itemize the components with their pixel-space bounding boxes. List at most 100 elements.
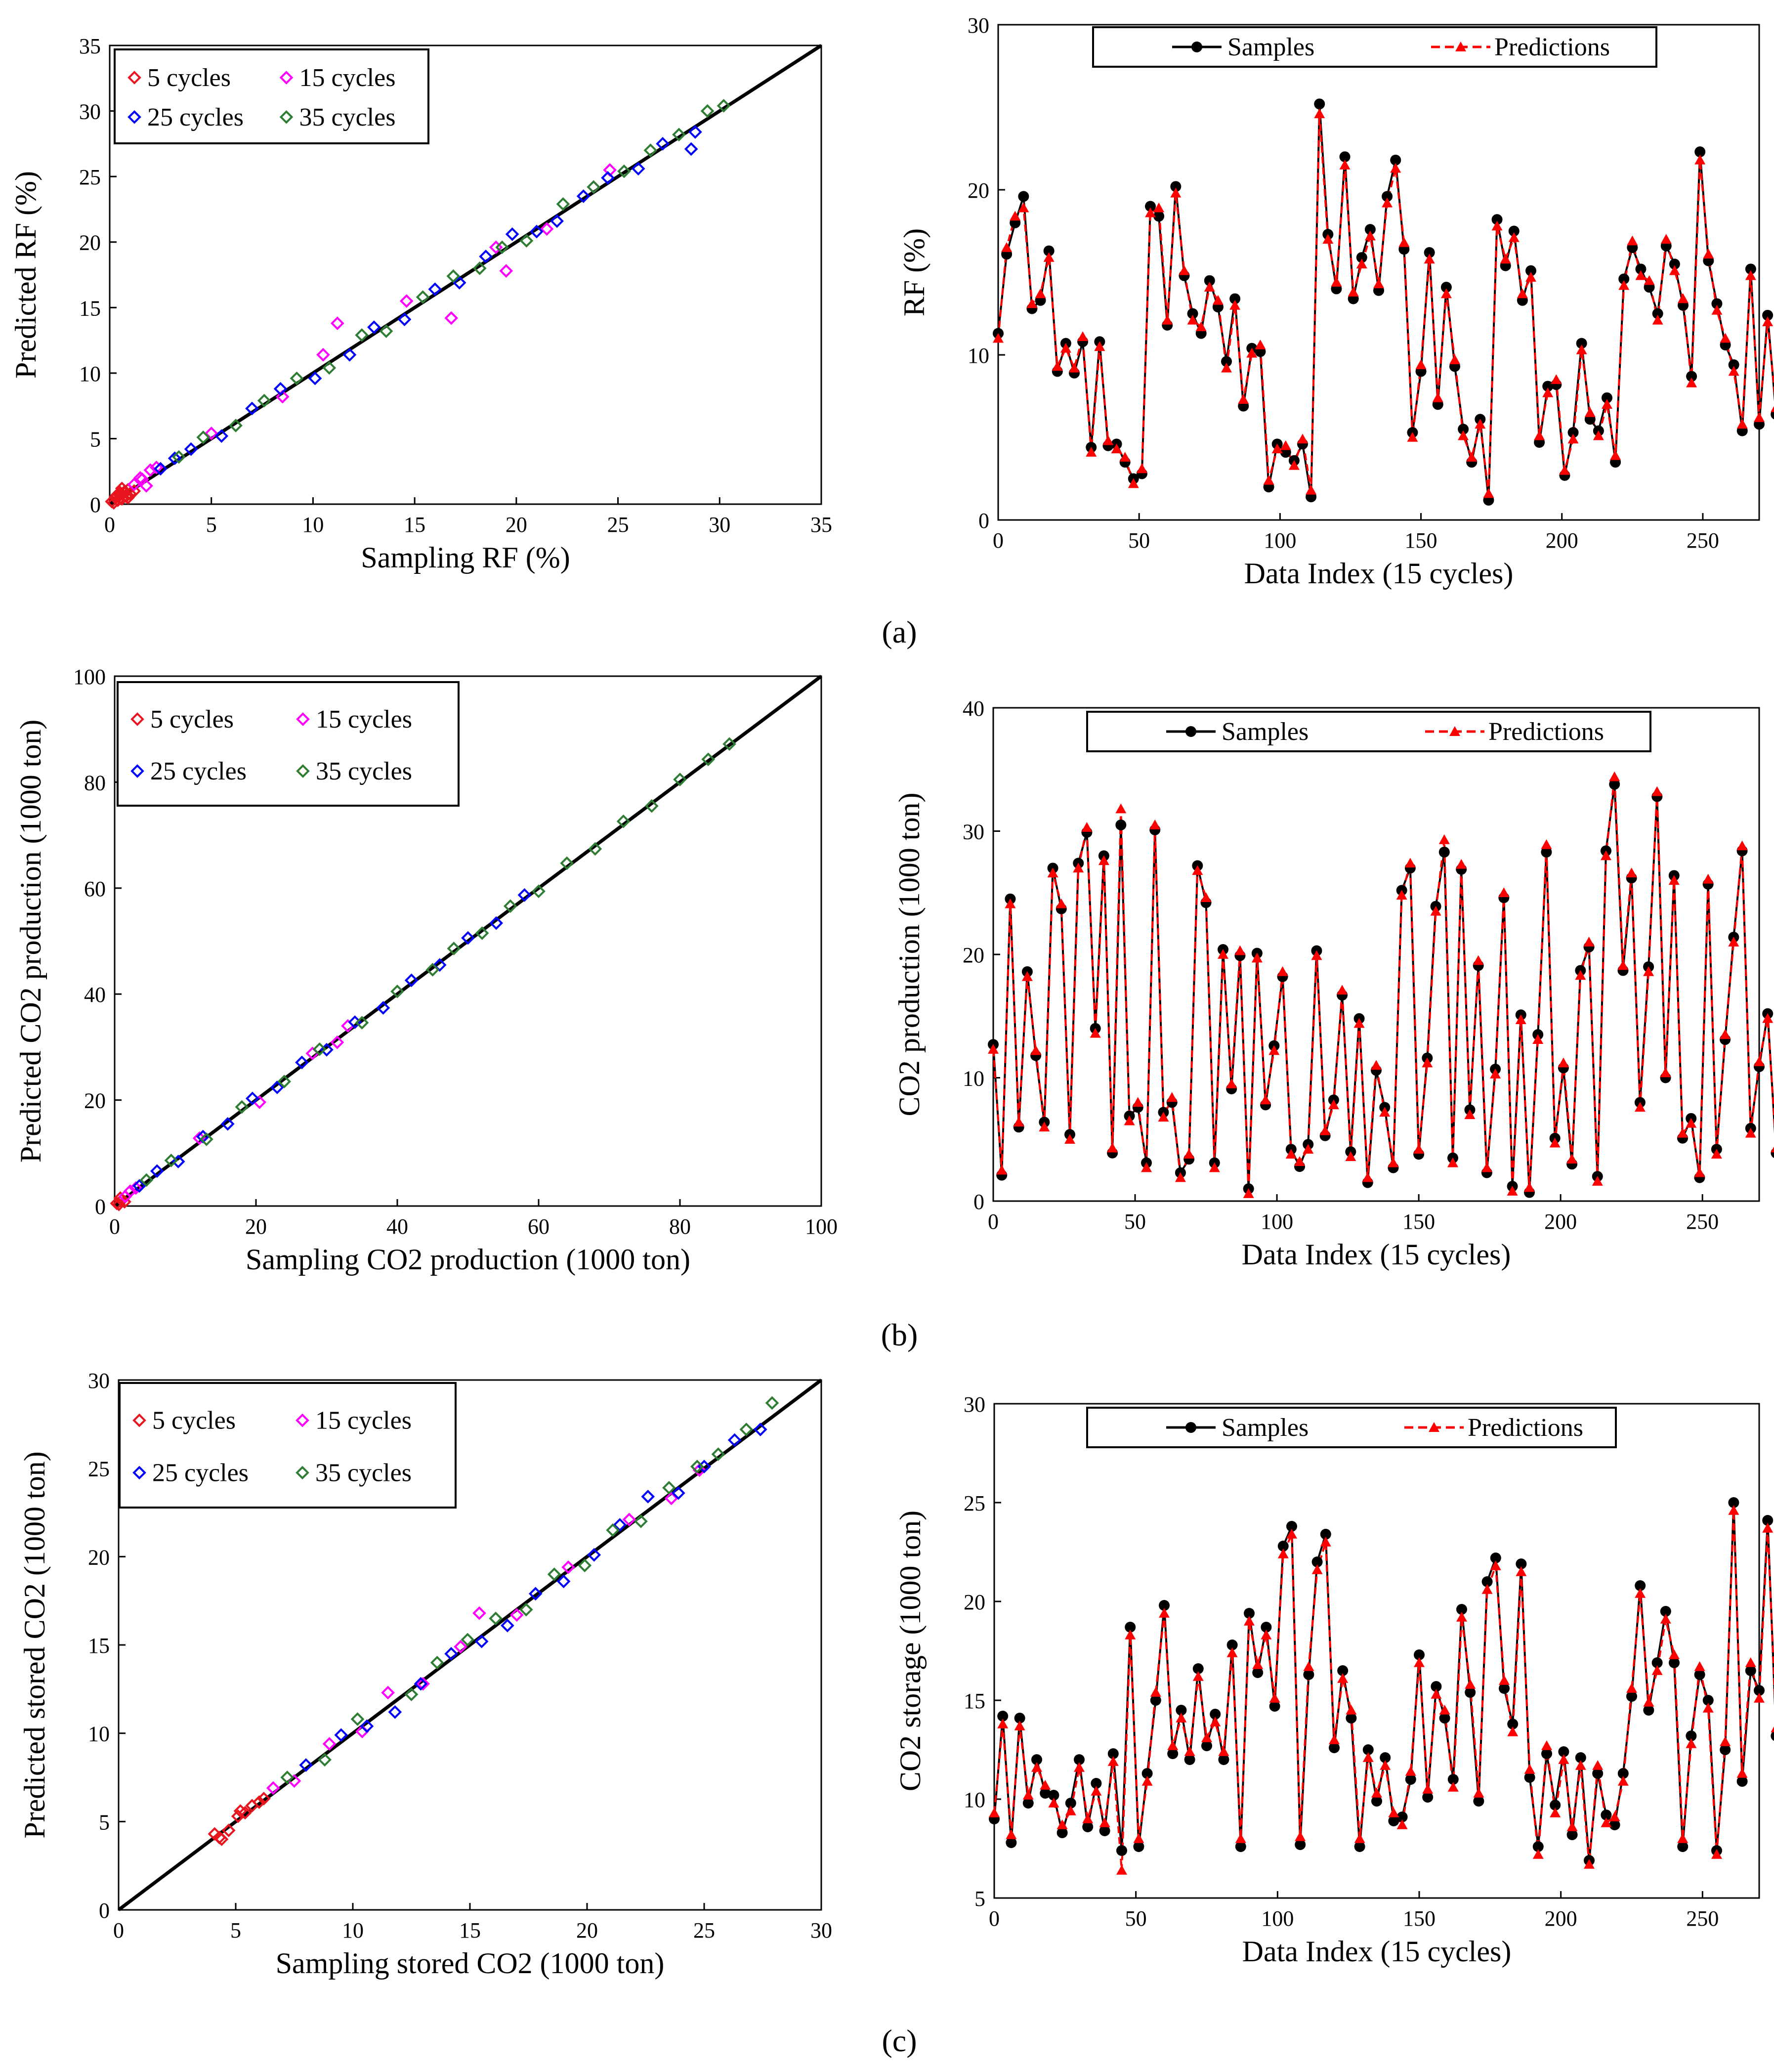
prediction-point [1006, 1829, 1017, 1839]
data-point-1 [472, 1606, 486, 1620]
prediction-point [1337, 985, 1348, 995]
legend-label: 25 cycles [152, 1459, 249, 1487]
data-point-2 [220, 1117, 235, 1131]
prediction-point [1090, 1028, 1101, 1038]
prediction-point [1516, 1566, 1527, 1576]
sample-point [1542, 381, 1554, 392]
prediction-point [1456, 859, 1467, 869]
prediction-point [1246, 347, 1258, 358]
prediction-point [1141, 1776, 1153, 1786]
prediction-point [1481, 1162, 1492, 1172]
prediction-point [996, 1165, 1008, 1175]
x-tick-label: 5 [206, 513, 217, 537]
prediction-point [1592, 1176, 1603, 1186]
chart-b-line: 0 50 100 150 200 250 0 10 20 30 40 Data Index (15 c… [893, 696, 1774, 1271]
y-tick-label: 20 [88, 1545, 110, 1569]
prediction-point [1047, 867, 1058, 878]
prediction-point [1082, 1813, 1094, 1823]
sample-point [1133, 1841, 1144, 1852]
prediction-point [1159, 1608, 1170, 1618]
data-point-3 [673, 773, 687, 786]
y-tick-label: 30 [964, 1392, 985, 1417]
legend-label-predictions: Predictions [1494, 33, 1610, 61]
sample-point [1210, 1709, 1221, 1720]
prediction-point [1643, 966, 1654, 976]
sample-point [1507, 1719, 1519, 1729]
prediction-point [1490, 1069, 1501, 1079]
prediction-point [1102, 435, 1114, 445]
data-point-0 [221, 1823, 236, 1838]
legend-label: 25 cycles [147, 103, 244, 131]
predictions-line [992, 777, 1774, 1194]
x-axis-label: Data Index (15 cycles) [1242, 1238, 1511, 1271]
legend-marker [130, 712, 144, 726]
legend-label: 15 cycles [315, 1407, 412, 1435]
prediction-point [1337, 1673, 1349, 1683]
data-point-1 [330, 1035, 344, 1049]
sample-point [1295, 1839, 1306, 1850]
sample-point [1424, 247, 1435, 258]
prediction-point [1153, 202, 1165, 213]
x-tick-label: 100 [1264, 528, 1296, 553]
data-point-0 [113, 1191, 127, 1205]
prediction-point [1771, 1146, 1774, 1153]
data-point-3 [355, 328, 369, 342]
data-point-3 [503, 899, 517, 913]
data-point-2 [270, 1080, 284, 1094]
prediction-point [1162, 314, 1173, 325]
prediction-point [1542, 387, 1554, 397]
prediction-point [1762, 316, 1774, 326]
prediction-point [1119, 452, 1131, 462]
prediction-point [1720, 1029, 1731, 1039]
prediction-point [1677, 1127, 1688, 1138]
data-point-2 [727, 1433, 742, 1447]
prediction-point [1277, 1549, 1289, 1558]
sample-point [1184, 1754, 1195, 1765]
sample-point [1576, 338, 1587, 349]
prediction-point [1212, 295, 1224, 305]
prediction-point [1601, 1817, 1612, 1827]
plot-frame [992, 707, 1760, 1202]
x-tick-label: 80 [669, 1214, 691, 1239]
data-point-1 [454, 1640, 467, 1654]
prediction-point [1166, 1092, 1178, 1102]
prediction-point [1192, 1671, 1204, 1681]
data-point-2 [753, 1423, 767, 1436]
prediction-point [1373, 278, 1384, 289]
sample-point [1422, 1792, 1434, 1803]
data-point-0 [123, 486, 137, 501]
sample-point [1414, 1649, 1425, 1660]
data-point-2 [273, 382, 288, 396]
data-point-2 [432, 958, 447, 972]
data-point-2 [556, 1574, 571, 1589]
data-point-2 [452, 276, 466, 290]
prediction-point [1464, 1109, 1476, 1120]
prediction-point [1728, 937, 1739, 947]
data-point-1 [540, 222, 554, 236]
prediction-point [1677, 1833, 1689, 1843]
data-point-3 [617, 164, 631, 178]
prediction-point [1669, 1649, 1680, 1659]
y-tick-label: 20 [79, 231, 101, 255]
data-point-2 [308, 371, 322, 386]
sample-point [1525, 265, 1536, 276]
data-point-3 [446, 269, 461, 283]
data-point-2 [295, 1055, 309, 1070]
data-point-2 [474, 1635, 489, 1648]
data-point-2 [489, 916, 504, 930]
sample-point [1244, 1608, 1255, 1619]
prediction-point [1499, 1675, 1510, 1685]
data-point-2 [397, 312, 412, 326]
legend-marker [127, 71, 141, 85]
data-point-3 [519, 1602, 533, 1617]
data-point-1 [135, 472, 149, 486]
prediction-point [1745, 1657, 1756, 1667]
prediction-point [1458, 430, 1469, 440]
data-point-1 [129, 1181, 143, 1195]
x-tick-label: 150 [1405, 528, 1437, 553]
y-tick-label: 25 [88, 1457, 110, 1481]
prediction-point [1566, 1154, 1578, 1164]
prediction-point [1567, 433, 1579, 444]
data-point-3 [257, 393, 271, 408]
data-point-2 [184, 442, 198, 456]
